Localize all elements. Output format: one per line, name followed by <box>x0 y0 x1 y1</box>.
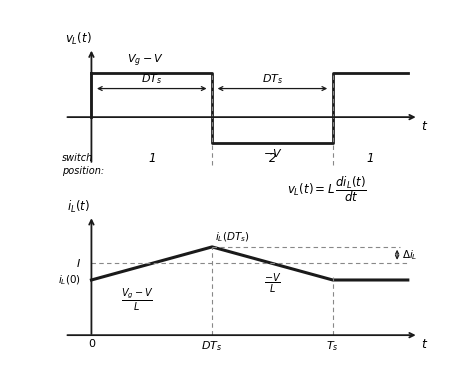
Text: $I$: $I$ <box>76 257 81 269</box>
Text: $t$: $t$ <box>421 120 428 133</box>
Text: $i_L(DT_s)$: $i_L(DT_s)$ <box>215 230 250 244</box>
Text: $DT_s$: $DT_s$ <box>141 72 163 86</box>
Text: $t$: $t$ <box>421 338 428 351</box>
Text: 0: 0 <box>88 339 95 349</box>
Text: $T_s$: $T_s$ <box>327 339 339 353</box>
Text: 1: 1 <box>148 152 155 165</box>
Text: 1: 1 <box>366 152 374 165</box>
Text: $DT_s$: $DT_s$ <box>262 72 283 86</box>
Text: $\dfrac{-V}{L}$: $\dfrac{-V}{L}$ <box>264 272 281 295</box>
Text: $v_L(t)$: $v_L(t)$ <box>64 31 91 47</box>
Text: $DT_s$: $DT_s$ <box>201 339 223 353</box>
Text: $i_L(0)$: $i_L(0)$ <box>58 273 81 287</box>
Text: $\Delta i_L$: $\Delta i_L$ <box>402 248 418 262</box>
Text: $v_L(t) = L\,\dfrac{di_L(t)}{dt}$: $v_L(t) = L\,\dfrac{di_L(t)}{dt}$ <box>287 174 367 205</box>
Text: $V_g - V$: $V_g - V$ <box>127 53 164 69</box>
Text: $-V$: $-V$ <box>263 147 282 159</box>
Text: $\dfrac{V_g-V}{L}$: $\dfrac{V_g-V}{L}$ <box>121 286 154 312</box>
Text: 2: 2 <box>269 152 276 165</box>
Text: $i_L(t)$: $i_L(t)$ <box>66 199 90 215</box>
Text: switch
position:: switch position: <box>62 153 104 176</box>
